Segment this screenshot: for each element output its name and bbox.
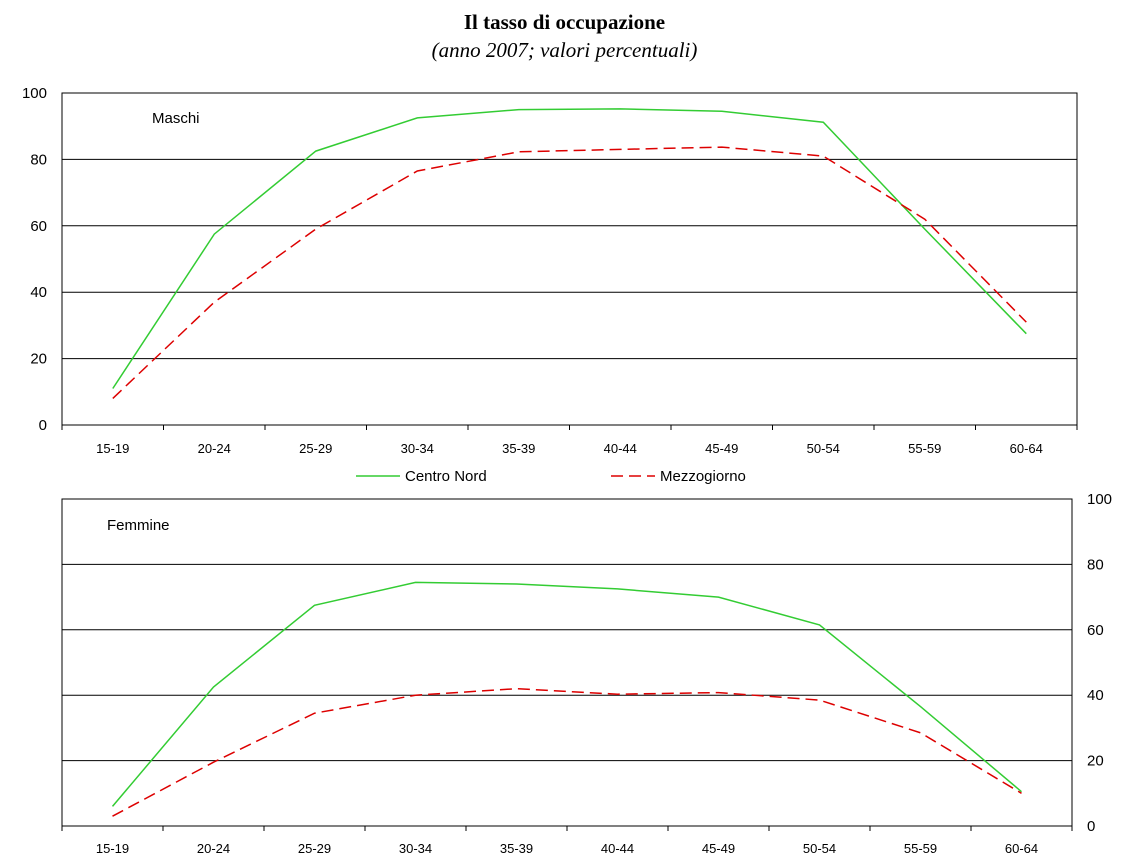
- maschi-x-tick-label: 55-59: [908, 441, 941, 456]
- legend-label-mezzogiorno: Mezzogiorno: [660, 468, 746, 485]
- maschi-plot-frame: [61, 92, 1078, 426]
- maschi-x-tick-label: 50-54: [807, 441, 840, 456]
- femmine-y-tick-label: 20: [1087, 753, 1104, 770]
- legend-label-centro-nord: Centro Nord: [405, 468, 487, 485]
- maschi-y-tick-label: 60: [30, 218, 47, 235]
- femmine-y-tick-label: 60: [1087, 622, 1104, 639]
- femmine-x-tick-label: 60-64: [1005, 841, 1038, 856]
- femmine-series-line-mezzogiorno: [112, 687, 1022, 817]
- maschi-x-tick-label: 35-39: [502, 441, 535, 456]
- maschi-y-tick-label: 40: [30, 284, 47, 301]
- femmine-y-tick-label: 0: [1087, 818, 1095, 835]
- maschi-x-tick-label: 20-24: [198, 441, 231, 456]
- femmine-x-tick-label: 30-34: [399, 841, 432, 856]
- maschi-series-line-mezzogiorno: [112, 146, 1027, 399]
- femmine-series-line-centro-nord: [111, 581, 1022, 807]
- maschi-panel-label: Maschi: [152, 110, 200, 127]
- femmine-x-tick-label: 20-24: [197, 841, 230, 856]
- maschi-y-tick-label: 100: [22, 85, 47, 102]
- chart-title: Il tasso di occupazione: [463, 10, 666, 34]
- maschi-y-tick-label: 80: [30, 151, 47, 168]
- femmine-plot-frame: [61, 498, 1073, 827]
- maschi-x-tick-label: 40-44: [604, 441, 637, 456]
- maschi-x-tick-label: 60-64: [1010, 441, 1043, 456]
- femmine-x-tick-label: 25-29: [298, 841, 331, 856]
- maschi-x-tick-label: 45-49: [705, 441, 738, 456]
- femmine-x-tick-label: 50-54: [803, 841, 836, 856]
- femmine-y-tick-label: 80: [1087, 556, 1104, 573]
- maschi-x-tick-label: 15-19: [96, 441, 129, 456]
- chart-subtitle: (anno 2007; valori percentuali): [431, 38, 698, 62]
- femmine-y-tick-label: 40: [1087, 687, 1104, 704]
- femmine-y-tick-label: 100: [1087, 491, 1112, 508]
- femmine-x-tick-label: 35-39: [500, 841, 533, 856]
- maschi-x-tick-label: 30-34: [401, 441, 434, 456]
- femmine-x-tick-label: 40-44: [601, 841, 634, 856]
- femmine-x-tick-label: 15-19: [96, 841, 129, 856]
- maschi-series-line-centro-nord: [112, 108, 1027, 389]
- maschi-y-tick-label: 20: [30, 351, 47, 368]
- maschi-x-tick-label: 25-29: [299, 441, 332, 456]
- femmine-x-tick-label: 55-59: [904, 841, 937, 856]
- maschi-y-tick-label: 0: [39, 417, 47, 434]
- femmine-panel-label: Femmine: [107, 517, 170, 534]
- femmine-x-tick-label: 45-49: [702, 841, 735, 856]
